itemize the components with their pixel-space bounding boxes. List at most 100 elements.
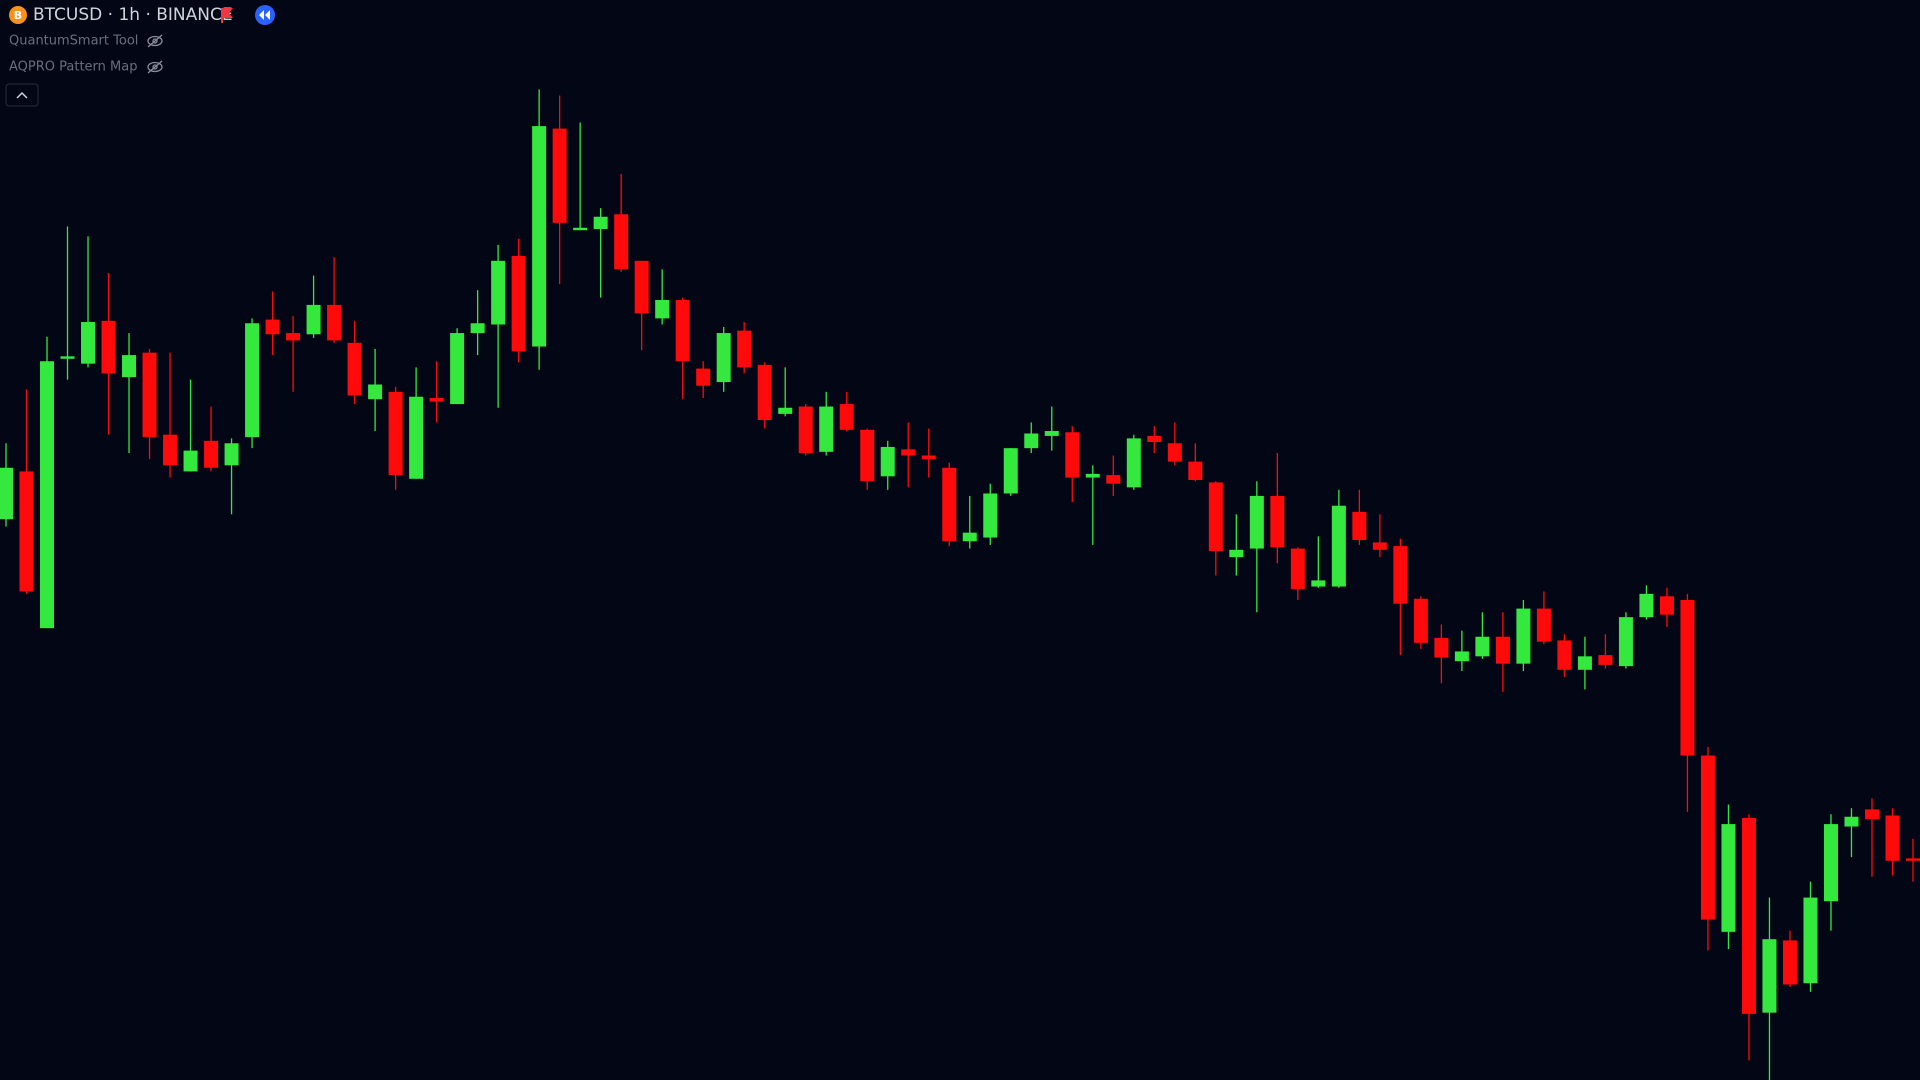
- candle-body: [1044, 431, 1059, 436]
- candle-body: [1188, 461, 1203, 480]
- candle-body: [0, 467, 13, 520]
- candle-body: [142, 352, 157, 438]
- candle-body: [1413, 598, 1428, 643]
- candle-body: [696, 368, 711, 386]
- candle-body: [1680, 600, 1695, 756]
- collapse-glyph: [16, 91, 28, 99]
- candle-body: [962, 532, 977, 542]
- candle-body: [1249, 495, 1264, 549]
- candle-body: [778, 407, 793, 414]
- candle-body: [880, 446, 895, 477]
- candle-body: [1844, 816, 1859, 827]
- candle-body: [1618, 617, 1633, 667]
- candle-body: [245, 323, 260, 438]
- candle-body: [1906, 858, 1920, 861]
- candle-body: [1024, 433, 1039, 449]
- candle-body: [19, 471, 34, 592]
- candle-body: [1229, 549, 1244, 558]
- candle-body: [1659, 596, 1674, 615]
- candle-body: [1003, 448, 1018, 494]
- candle-body: [327, 304, 342, 341]
- candle-body: [716, 333, 731, 383]
- candle-body: [1393, 546, 1408, 604]
- candle-body: [40, 361, 55, 629]
- candle-body: [1331, 505, 1346, 587]
- candle-body: [1598, 655, 1613, 665]
- candle-body: [1085, 473, 1100, 478]
- candle-body: [1434, 637, 1449, 658]
- candle-body: [1803, 897, 1818, 984]
- collapse-button[interactable]: [5, 83, 39, 107]
- candle-body: [983, 493, 998, 538]
- candle-body: [1475, 636, 1490, 657]
- candle-body: [101, 320, 116, 374]
- candle-body: [1885, 815, 1900, 861]
- candle-body: [655, 300, 670, 319]
- candle-body: [388, 391, 403, 476]
- coin-glyph: B: [14, 9, 22, 22]
- candle-body: [1823, 824, 1838, 902]
- candle-body: [675, 300, 690, 362]
- candle-body: [511, 255, 526, 352]
- candle-body: [60, 356, 75, 359]
- candle-body: [1126, 438, 1141, 488]
- candle-body: [1372, 542, 1387, 550]
- candle-body: [1741, 817, 1756, 1014]
- candle-body: [1311, 580, 1326, 587]
- candle-body: [306, 304, 321, 335]
- candle-body: [942, 467, 957, 542]
- indicator-label[interactable]: AQPRO Pattern Map: [9, 60, 137, 75]
- candle-body: [429, 397, 444, 402]
- candle-body: [409, 396, 424, 479]
- candle-body: [224, 443, 239, 466]
- candle-body: [573, 227, 588, 231]
- indicator-label[interactable]: QuantumSmart Tool: [9, 34, 138, 49]
- candle-body: [1577, 656, 1592, 670]
- candle-body: [901, 449, 916, 456]
- candle-body: [1536, 608, 1551, 642]
- candle-body: [1065, 432, 1080, 478]
- candle-body: [798, 406, 813, 454]
- candle-body: [1639, 593, 1654, 618]
- candle-body: [839, 404, 854, 430]
- candle-body: [265, 319, 280, 335]
- candle-body: [593, 216, 608, 229]
- coin-icon: [9, 6, 27, 24]
- candle-body: [286, 333, 301, 341]
- candle-body: [634, 260, 649, 314]
- candle-body: [1106, 475, 1121, 484]
- replay-glyph: [259, 10, 270, 20]
- candle-body: [1167, 443, 1182, 462]
- hide-icon[interactable]: [147, 34, 163, 48]
- candles: [0, 89, 1920, 1080]
- candle-body: [1762, 939, 1777, 1013]
- hide-icon[interactable]: [147, 60, 163, 74]
- flag-icon[interactable]: [221, 8, 233, 23]
- candle-body: [183, 450, 198, 472]
- candle-body: [1557, 640, 1572, 670]
- candle-body: [450, 333, 465, 405]
- candle-body: [1700, 755, 1715, 920]
- candle-body: [1290, 548, 1305, 589]
- candle-body: [1208, 482, 1223, 552]
- candle-body: [163, 434, 178, 466]
- candle-body: [81, 322, 96, 364]
- candle-body: [737, 330, 752, 368]
- candle-body: [860, 429, 875, 482]
- symbol-title: BTCUSD · 1h · BINANCE: [33, 5, 233, 25]
- candle-body: [921, 455, 936, 460]
- candle-body: [1352, 511, 1367, 540]
- candle-body: [491, 260, 506, 325]
- candle-body: [1721, 824, 1736, 932]
- candle-body: [1270, 495, 1285, 548]
- candle-body: [1147, 435, 1162, 443]
- candle-body: [552, 128, 567, 223]
- candle-body: [757, 364, 772, 420]
- candle-body: [1782, 940, 1797, 985]
- candle-body: [122, 355, 137, 378]
- candle-body: [819, 406, 834, 452]
- candle-body: [614, 214, 629, 270]
- candle-body: [1454, 651, 1469, 662]
